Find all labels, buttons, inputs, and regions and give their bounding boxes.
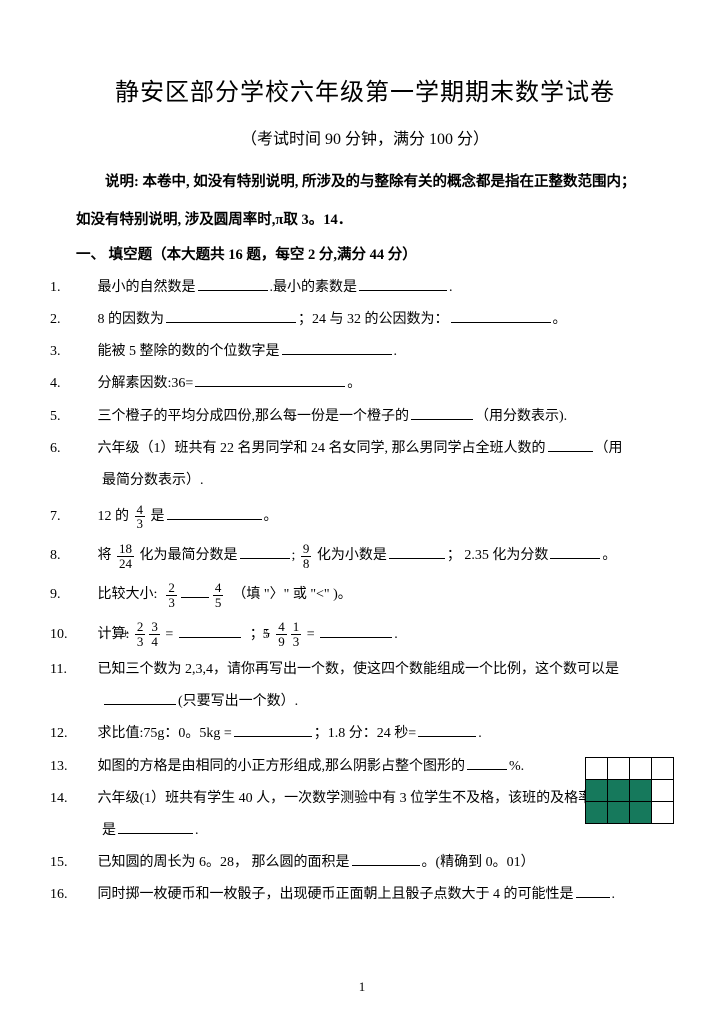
blank	[359, 277, 447, 291]
q8-text-f: 。	[602, 548, 616, 563]
q7-text-a: 12 的	[98, 509, 130, 524]
blank	[167, 506, 262, 520]
blank	[418, 723, 476, 737]
q10-text-d: =	[307, 627, 315, 642]
blank	[179, 624, 241, 638]
subtitle: （考试时间 90 分钟，满分 100 分）	[76, 125, 654, 149]
blank	[166, 309, 296, 323]
blank	[352, 852, 420, 866]
blank	[282, 341, 392, 355]
q10-text-b: =	[165, 627, 173, 642]
q10: 10. 计算: 23+34 = ； 49÷513 = .	[76, 615, 654, 654]
fraction-18-24: 1824	[115, 542, 136, 570]
fraction-9-8: 98	[299, 542, 314, 570]
q14-text-a: 六年级(1）班共有学生 40 人，一次数学测验中有 3 位学生不及格，该班的及格…	[98, 791, 593, 806]
blank	[240, 545, 290, 559]
blank	[548, 438, 593, 452]
q8-text-e: ； 2.35 化为分数	[447, 548, 549, 563]
fraction-4-5: 45	[211, 581, 226, 609]
q9: 9. 比较大小: 2345 （填 "〉" 或 "<" )。	[76, 575, 654, 614]
q1-text-a: 最小的自然数是	[98, 280, 196, 295]
q15-text-b: 。(精确到 0。01）	[422, 855, 535, 870]
q7-text-c: 。	[264, 509, 278, 524]
blank	[411, 406, 473, 420]
q3: 3. 能被 5 整除的数的个位数字是.	[76, 336, 654, 368]
blank	[389, 545, 445, 559]
q8: 8. 将 1824 化为最简分数是; 98 化为小数是； 2.35 化为分数。	[76, 536, 654, 575]
q3-text-a: 能被 5 整除的数的个位数字是	[98, 344, 280, 359]
fraction-1-3: 13	[289, 620, 304, 648]
q7-text-b: 是	[151, 509, 165, 524]
q4: 4. 分解素因数:36=。	[76, 368, 654, 400]
page-title: 静安区部分学校六年级第一学期期末数学试卷	[76, 72, 654, 107]
q4-text-b: 。	[347, 376, 361, 391]
blank	[181, 584, 209, 598]
blank	[118, 820, 193, 834]
q15: 15. 已知圆的周长为 6。28， 那么圆的面积是。(精确到 0。01）	[76, 847, 654, 879]
q5: 5. 三个橙子的平均分成四份,那么每一份是一个橙子的（用分数表示).	[76, 401, 654, 433]
q12-text-c: .	[478, 726, 482, 741]
q14-text-c: .	[195, 823, 199, 838]
q2-text-a: 8 的因数为	[98, 312, 165, 327]
section-heading: 一、 填空题（本大题共 16 题，每空 2 分,满分 44 分）	[76, 243, 654, 264]
blank	[550, 545, 600, 559]
q7: 7. 12 的 43 是。	[76, 497, 654, 536]
fraction-3-4: 34	[147, 620, 162, 648]
q2-text-c: 。	[553, 312, 567, 327]
q10-text-e: .	[394, 627, 398, 642]
q8-text-c: ;	[292, 548, 296, 563]
fraction-4-9: 49	[274, 620, 289, 648]
blank	[234, 723, 312, 737]
q9-text-a: 比较大小:	[98, 587, 158, 602]
blank	[451, 309, 551, 323]
q11-text-a: 已知三个数为 2,3,4，请你再写出一个数，使这四个数能组成一个比例，这个数可以…	[98, 662, 620, 677]
q2-text-b: ；24 与 32 的公因数为：	[298, 312, 449, 327]
q15-text-a: 已知圆的周长为 6。28， 那么圆的面积是	[98, 855, 350, 870]
q1-text-c: .	[449, 280, 453, 295]
page-number: 1	[0, 979, 724, 995]
q9-text-b: （填 "〉" 或 "<" )。	[232, 587, 351, 602]
q16: 16. 同时掷一枚硬币和一枚骰子，出现硬币正面朝上且骰子点数大于 4 的可能性是…	[76, 879, 654, 911]
blank	[195, 373, 345, 387]
q6: 6. 六年级（1）班共有 22 名男同学和 24 名女同学, 那么男同学占全班人…	[76, 433, 654, 497]
grid-figure	[585, 757, 674, 824]
q10-text-c: ；	[250, 627, 264, 642]
q12-text-a: 求比值:75g：0。5kg =	[98, 726, 232, 741]
blank	[576, 884, 610, 898]
q16-text-b: .	[612, 887, 616, 902]
q4-text-a: 分解素因数:36=	[98, 376, 194, 391]
q1: 1. 最小的自然数是.最小的素数是.	[76, 272, 654, 304]
q6-text-b: （用	[595, 441, 623, 456]
blank	[104, 691, 176, 705]
q5-text-a: 三个橙子的平均分成四份,那么每一份是一个橙子的	[98, 409, 410, 424]
q8-text-d: 化为小数是	[317, 548, 387, 563]
q14-text-b: 是	[102, 823, 116, 838]
note-line-1: 说明: 本卷中, 如没有特别说明, 所涉及的与整除有关的概念都是指在正整数范围内…	[76, 167, 654, 199]
q1-text-b: .最小的素数是	[270, 280, 358, 295]
q3-text-b: .	[394, 344, 398, 359]
q8-text-b: 化为最简分数是	[140, 548, 238, 563]
fraction-2-3: 23	[164, 581, 179, 609]
fraction-4-3: 43	[133, 503, 148, 531]
q6-text-c: 最简分数表示）.	[102, 473, 204, 488]
q16-text-a: 同时掷一枚硬币和一枚骰子，出现硬币正面朝上且骰子点数大于 4 的可能性是	[98, 887, 574, 902]
q2: 2. 8 的因数为；24 与 32 的公因数为：。	[76, 304, 654, 336]
q13: 13. 如图的方格是由相同的小正方形组成,那么阴影占整个图形的%.	[76, 751, 654, 783]
q14: 14. 六年级(1）班共有学生 40 人，一次数学测验中有 3 位学生不及格，该…	[76, 783, 654, 847]
q5-text-b: （用分数表示).	[475, 409, 567, 424]
q11-text-b: (只要写出一个数）.	[178, 694, 298, 709]
note-line-2: 如没有特别说明, 涉及圆周率时,π取 3。14．	[76, 205, 654, 237]
blank	[320, 624, 392, 638]
q13-text-a: 如图的方格是由相同的小正方形组成,那么阴影占整个图形的	[98, 759, 466, 774]
q12-text-b: ；1.8 分：24 秒=	[314, 726, 416, 741]
q13-text-b: %.	[509, 759, 524, 774]
question-list: 1. 最小的自然数是.最小的素数是. 2. 8 的因数为；24 与 32 的公因…	[76, 272, 654, 912]
q12: 12. 求比值:75g：0。5kg =；1.8 分：24 秒=.	[76, 718, 654, 750]
q11: 11. 已知三个数为 2,3,4，请你再写出一个数，使这四个数能组成一个比例，这…	[76, 654, 654, 718]
q8-text-a: 将	[98, 548, 112, 563]
fraction-2-3: 23	[133, 620, 148, 648]
blank	[198, 277, 268, 291]
blank	[467, 756, 507, 770]
q6-text-a: 六年级（1）班共有 22 名男同学和 24 名女同学, 那么男同学占全班人数的	[98, 441, 546, 456]
